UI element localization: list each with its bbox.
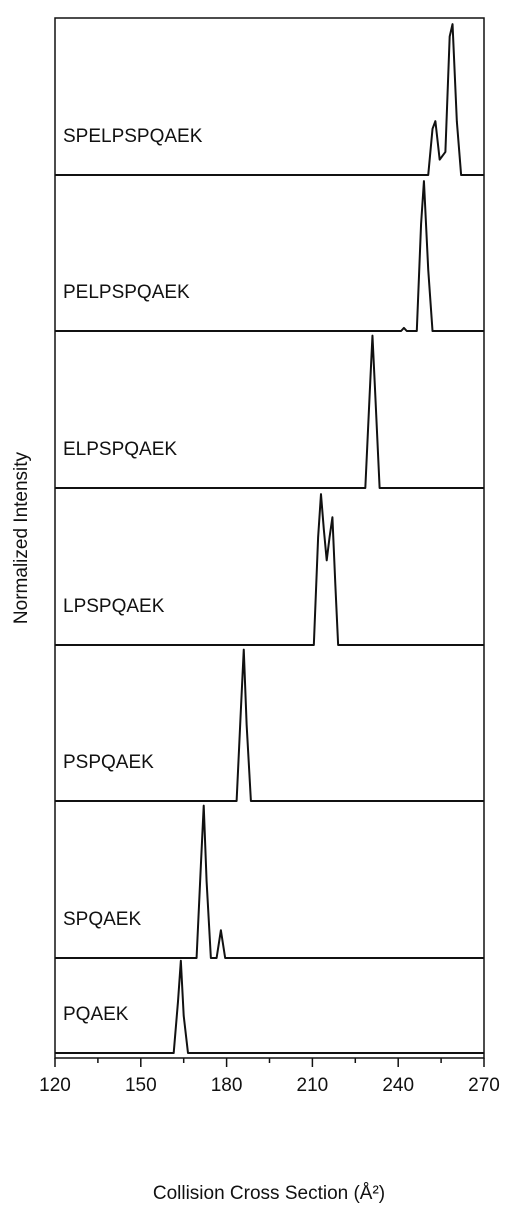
x-tick-label: 120 xyxy=(39,1075,71,1096)
x-tick-label: 210 xyxy=(297,1075,329,1096)
y-axis-label: Normalized Intensity xyxy=(11,451,32,624)
x-tick-label: 180 xyxy=(211,1075,243,1096)
trace xyxy=(55,648,484,802)
trace xyxy=(55,959,484,1054)
series-label: SPELPSPQAEK xyxy=(63,126,203,147)
series-label: PSPQAEK xyxy=(63,752,154,773)
x-axis-label: Collision Cross Section (Å²) xyxy=(153,1183,385,1204)
trace xyxy=(55,493,484,646)
trace xyxy=(55,804,484,959)
x-tick-label: 270 xyxy=(468,1075,500,1096)
series-label: SPQAEK xyxy=(63,909,141,930)
trace xyxy=(55,334,484,489)
trace xyxy=(55,23,484,176)
x-tick-label: 150 xyxy=(125,1075,157,1096)
series-label: LPSPQAEK xyxy=(63,596,165,617)
series-label: PELPSPQAEK xyxy=(63,282,190,303)
series-label: PQAEK xyxy=(63,1004,129,1025)
series-label: ELPSPQAEK xyxy=(63,439,177,460)
trace xyxy=(55,180,484,332)
x-tick-label: 240 xyxy=(382,1075,414,1096)
